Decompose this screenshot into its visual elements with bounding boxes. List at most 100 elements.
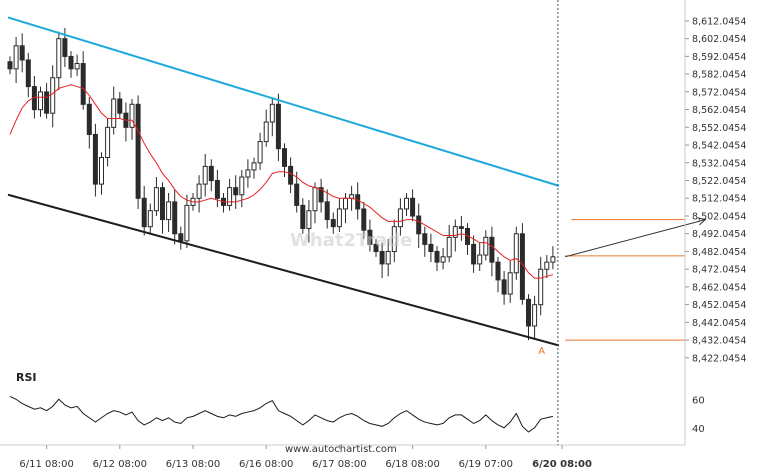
candle-body bbox=[105, 126, 111, 159]
candle-body bbox=[452, 226, 458, 238]
price-panel: A bbox=[7, 16, 707, 357]
rsi-line bbox=[9, 395, 554, 433]
candle-body bbox=[385, 251, 391, 265]
candle-body bbox=[288, 165, 294, 185]
source-label: www.autochartist.com bbox=[285, 444, 397, 455]
y-tick-label: 8,472.0454 bbox=[692, 265, 746, 276]
candle-body bbox=[38, 91, 43, 111]
rsi-title: RSI bbox=[16, 371, 37, 384]
candle-body bbox=[269, 103, 275, 123]
candle-body bbox=[227, 187, 233, 206]
candle-body bbox=[172, 201, 178, 235]
candle-body bbox=[538, 268, 544, 306]
candle-body bbox=[507, 272, 513, 295]
candle-body bbox=[257, 141, 263, 164]
watermark: What2Trade bbox=[290, 230, 412, 251]
candle-body bbox=[202, 165, 208, 185]
candle-body bbox=[263, 121, 269, 143]
candle-body bbox=[99, 157, 104, 185]
y-tick-label: 8,492.0454 bbox=[692, 229, 746, 240]
point-label: A bbox=[538, 346, 545, 357]
candle-body bbox=[477, 254, 483, 265]
y-tick-label: 8,502.0454 bbox=[692, 211, 746, 222]
candle-body bbox=[379, 251, 385, 265]
y-tick-label: 8,562.0454 bbox=[692, 105, 746, 116]
candle-body bbox=[44, 91, 50, 114]
candle-body bbox=[166, 201, 172, 221]
candle-body bbox=[483, 236, 489, 256]
rsi-panel: 60 40 bbox=[9, 395, 705, 435]
candle-body bbox=[318, 187, 324, 203]
moving-average-line bbox=[9, 84, 554, 279]
candle-body bbox=[282, 148, 287, 167]
x-tick-label: 6/11 08:00 bbox=[19, 459, 73, 470]
candle-body bbox=[135, 103, 141, 199]
candle-body bbox=[245, 169, 251, 178]
candle-body bbox=[501, 279, 507, 295]
candle-body bbox=[86, 103, 92, 135]
candle-body bbox=[117, 98, 123, 114]
candle-body bbox=[324, 201, 330, 221]
candle-body bbox=[306, 210, 312, 229]
x-tick-label: 6/12 08:00 bbox=[93, 459, 147, 470]
x-tick-label: 6/16 08:00 bbox=[239, 459, 293, 470]
candle-body bbox=[495, 261, 501, 281]
candle-body bbox=[343, 197, 348, 210]
y-tick-label: 8,442.0454 bbox=[692, 318, 746, 329]
candle-body bbox=[489, 236, 495, 263]
candle-body bbox=[68, 55, 74, 70]
candle-body bbox=[440, 256, 446, 263]
candle-body bbox=[532, 304, 538, 327]
candle-body bbox=[147, 210, 153, 228]
candle-body bbox=[410, 197, 416, 217]
y-tick-label: 8,452.0454 bbox=[692, 300, 746, 311]
candle-body bbox=[355, 194, 361, 210]
y-tick-label: 8,432.0454 bbox=[692, 336, 746, 347]
y-tick-label: 8,552.0454 bbox=[692, 123, 746, 134]
candle-body bbox=[361, 208, 367, 231]
candle-body bbox=[275, 103, 281, 150]
y-tick-label: 8,462.0454 bbox=[692, 282, 746, 293]
upper-channel-line bbox=[7, 16, 560, 187]
candle-body bbox=[434, 251, 440, 263]
y-tick-label: 8,512.0454 bbox=[692, 194, 746, 205]
candle-body bbox=[239, 176, 245, 196]
candle-body bbox=[111, 98, 117, 128]
candle-body bbox=[141, 197, 147, 228]
candle-body bbox=[129, 103, 135, 128]
candle-body bbox=[160, 187, 165, 221]
candle-body bbox=[294, 183, 300, 206]
rsi-tick-label: 40 bbox=[692, 424, 705, 435]
y-tick-label: 8,572.0454 bbox=[692, 87, 746, 98]
candle-body bbox=[7, 61, 13, 70]
candle-body bbox=[458, 226, 464, 229]
candle-body bbox=[330, 219, 336, 228]
candle-body bbox=[416, 215, 422, 235]
candle-body bbox=[208, 165, 214, 182]
candle-body bbox=[196, 183, 202, 199]
candle-body bbox=[526, 298, 531, 327]
candle-body bbox=[56, 38, 62, 79]
y-tick-label: 8,422.0454 bbox=[692, 353, 746, 364]
candle-body bbox=[92, 133, 98, 185]
x-tick-label: 6/13 08:00 bbox=[166, 459, 220, 470]
x-tick-label: 6/20 08:00 bbox=[532, 459, 592, 470]
y-tick-label: 8,612.0454 bbox=[692, 16, 746, 27]
candle-body bbox=[471, 243, 477, 265]
candle-body bbox=[178, 233, 184, 242]
candle-body bbox=[153, 187, 159, 212]
y-tick-label: 8,582.0454 bbox=[692, 70, 746, 81]
candle-body bbox=[80, 63, 86, 105]
rsi-tick-label: 60 bbox=[692, 395, 705, 406]
candle-body bbox=[446, 236, 452, 258]
x-tick-label: 6/19 07:00 bbox=[459, 459, 513, 470]
y-tick-label: 8,602.0454 bbox=[692, 34, 746, 45]
candle-body bbox=[397, 208, 403, 228]
candle-body bbox=[312, 187, 318, 212]
forecast-arrow-line bbox=[564, 219, 706, 258]
y-tick-label: 8,592.0454 bbox=[692, 52, 746, 63]
candle-body bbox=[50, 77, 56, 114]
candle-body bbox=[184, 204, 190, 242]
candle-body bbox=[19, 45, 25, 61]
